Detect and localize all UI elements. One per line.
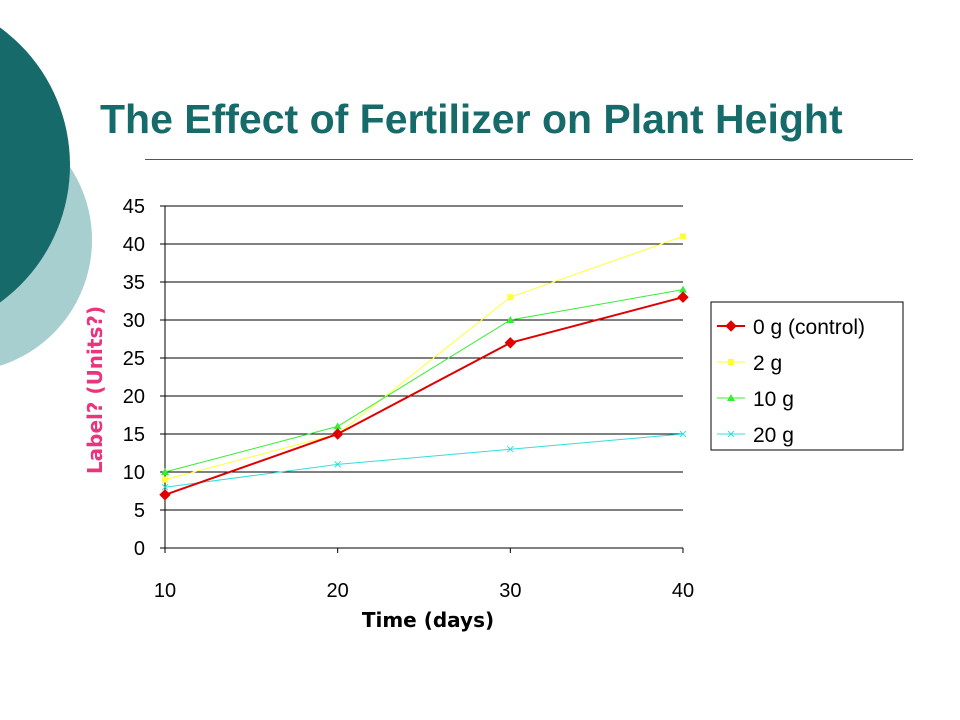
x-tick-label: 30: [499, 580, 521, 602]
data-point: [679, 285, 687, 293]
y-tick-label: 15: [123, 424, 145, 446]
data-point: [679, 430, 687, 438]
y-tick-label: 45: [123, 196, 145, 218]
data-point: [333, 422, 342, 430]
y-tick-label: 35: [123, 272, 145, 294]
y-tick-label: 10: [123, 462, 145, 484]
data-point: [506, 445, 514, 453]
data-point: [727, 430, 735, 438]
data-point: [506, 316, 515, 323]
y-tick-label: 5: [134, 500, 145, 522]
data-point: [725, 320, 737, 332]
series-group: [159, 233, 689, 501]
data-point: [677, 291, 689, 303]
x-axis-label: Time (days): [362, 608, 494, 632]
grid-lines: [165, 205, 683, 511]
title-divider: [145, 159, 913, 160]
legend-entry: 10 g: [717, 388, 794, 411]
y-tick-label: 20: [123, 386, 145, 408]
data-point: [331, 428, 344, 440]
data-point: [161, 483, 169, 491]
chart-axes: [164, 206, 683, 549]
y-axis-label: Label? (Units?): [83, 306, 107, 474]
series-3: [161, 285, 687, 475]
data-point: [334, 461, 342, 468]
y-tick-label: 40: [123, 234, 145, 256]
data-point: [727, 394, 735, 401]
legend-entry: 20 g: [717, 424, 794, 447]
x-tick-label: 20: [327, 580, 349, 602]
data-point: [728, 359, 734, 365]
data-point: [507, 294, 514, 301]
legend-entry: 0 g (control): [717, 316, 865, 339]
legend-label: 2 g: [753, 352, 782, 375]
series-line: [164, 433, 684, 488]
series-line: [164, 296, 684, 496]
y-tick-labels: 0 5 10 15 20 25 30 35 40 45: [123, 196, 165, 560]
x-tick-label: 10: [154, 580, 176, 602]
series-1: [159, 291, 689, 501]
data-point: [162, 476, 168, 483]
legend: 0 g (control) 2 g 10 g 20 g: [710, 301, 904, 451]
series-line: [164, 289, 684, 473]
x-tick-labels: 10 20 30 40: [154, 548, 694, 602]
slide-title: The Effect of Fertilizer on Plant Height: [100, 96, 843, 142]
data-point: [504, 337, 517, 349]
legend-label: 20 g: [753, 424, 794, 447]
decor-circle-dark: [0, 27, 70, 303]
series-line: [164, 235, 684, 481]
legend-entry: 2 g: [717, 352, 782, 375]
legend-label: 0 g (control): [753, 316, 865, 339]
y-tick-label: 25: [123, 348, 145, 370]
y-tick-label: 30: [123, 310, 145, 332]
series-4: [161, 430, 687, 491]
data-point: [161, 468, 169, 475]
y-tick-label: 0: [134, 538, 145, 560]
x-tick-label: 40: [672, 580, 694, 602]
data-point: [159, 489, 171, 501]
legend-label: 10 g: [753, 388, 794, 411]
data-point: [680, 233, 686, 240]
